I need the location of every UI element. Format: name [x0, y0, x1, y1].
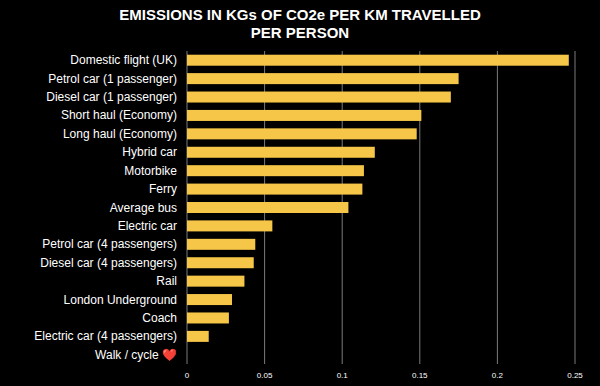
bar: [187, 220, 272, 231]
category-label: Electric car (4 passengers): [34, 329, 177, 343]
category-label: Petrol car (1 passenger): [48, 72, 177, 86]
bar: [187, 73, 459, 84]
category-label: Diesel car (1 passenger): [46, 90, 177, 104]
bar: [187, 331, 209, 342]
category-label: Motorbike: [124, 164, 177, 178]
grid-line: [497, 51, 498, 364]
category-label: Domestic flight (UK): [70, 53, 177, 67]
title-line: EMISSIONS IN KGs OF CO2e PER KM TRAVELLE…: [119, 6, 481, 23]
category-label: Coach: [142, 311, 177, 325]
bar: [187, 110, 421, 121]
bar: [187, 184, 362, 195]
tick-label: 0.25: [567, 371, 583, 380]
category-label: Diesel car (4 passengers): [40, 256, 177, 270]
label-text: Walk / cycle: [95, 348, 162, 362]
background: [0, 0, 600, 386]
tick-label: 0.15: [412, 371, 428, 380]
category-label: Long haul (Economy): [63, 127, 177, 141]
title-line: PER PERSON: [251, 24, 349, 41]
bar: [187, 257, 254, 268]
category-label: Ferry: [149, 182, 177, 196]
bar: [187, 294, 232, 305]
category-label: Rail: [156, 274, 177, 288]
bar: [187, 92, 451, 103]
bar: [187, 312, 229, 323]
bar: [187, 349, 188, 360]
heart: ❤️: [162, 348, 177, 362]
tick-label: 0.2: [492, 371, 504, 380]
bar: [187, 55, 569, 66]
bar: [187, 276, 244, 287]
category-label: Electric car: [118, 219, 177, 233]
category-label: Walk / cycle ❤️: [95, 348, 177, 362]
bar: [187, 147, 375, 158]
tick-label: 0: [185, 371, 190, 380]
category-label: Petrol car (4 passengers): [42, 237, 177, 251]
category-label: Hybrid car: [122, 145, 177, 159]
bar: [187, 128, 417, 139]
bar: [187, 202, 348, 213]
tick-label: 0.05: [257, 371, 273, 380]
category-label: London Underground: [64, 293, 177, 307]
category-label: Short haul (Economy): [61, 108, 177, 122]
tick-label: 0.1: [337, 371, 349, 380]
bar: [187, 239, 255, 250]
title: EMISSIONS IN KGs OF CO2e PER KM TRAVELLE…: [119, 6, 481, 41]
grid-line: [575, 51, 576, 364]
bars: [187, 55, 569, 342]
chart: EMISSIONS IN KGs OF CO2e PER KM TRAVELLE…: [0, 0, 600, 386]
bar: [187, 165, 364, 176]
category-label: Average bus: [110, 201, 177, 215]
